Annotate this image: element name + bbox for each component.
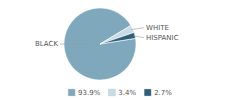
legend-item: 93.9%	[68, 89, 101, 97]
slice-label: WHITE	[146, 24, 169, 32]
leader-line	[131, 28, 144, 30]
legend-swatch	[144, 89, 151, 96]
legend-label: 3.4%	[118, 89, 136, 97]
slice-label: BLACK	[35, 40, 58, 48]
legend-swatch	[108, 89, 115, 96]
legend-item: 3.4%	[108, 89, 136, 97]
legend-label: 93.9%	[78, 89, 101, 97]
leader-line	[133, 36, 144, 38]
slice	[100, 32, 136, 44]
slice-label: HISPANIC	[146, 34, 179, 42]
legend-label: 2.7%	[154, 89, 172, 97]
legend-item: 2.7%	[144, 89, 172, 97]
legend: 93.9% 3.4% 2.7%	[68, 89, 172, 97]
pie: BLACK WHITE HISPANIC	[35, 8, 179, 80]
chart: BLACK WHITE HISPANIC 93.9% 3.4% 2.7%	[0, 0, 240, 100]
leader-line	[60, 44, 89, 45]
legend-swatch	[68, 89, 75, 96]
